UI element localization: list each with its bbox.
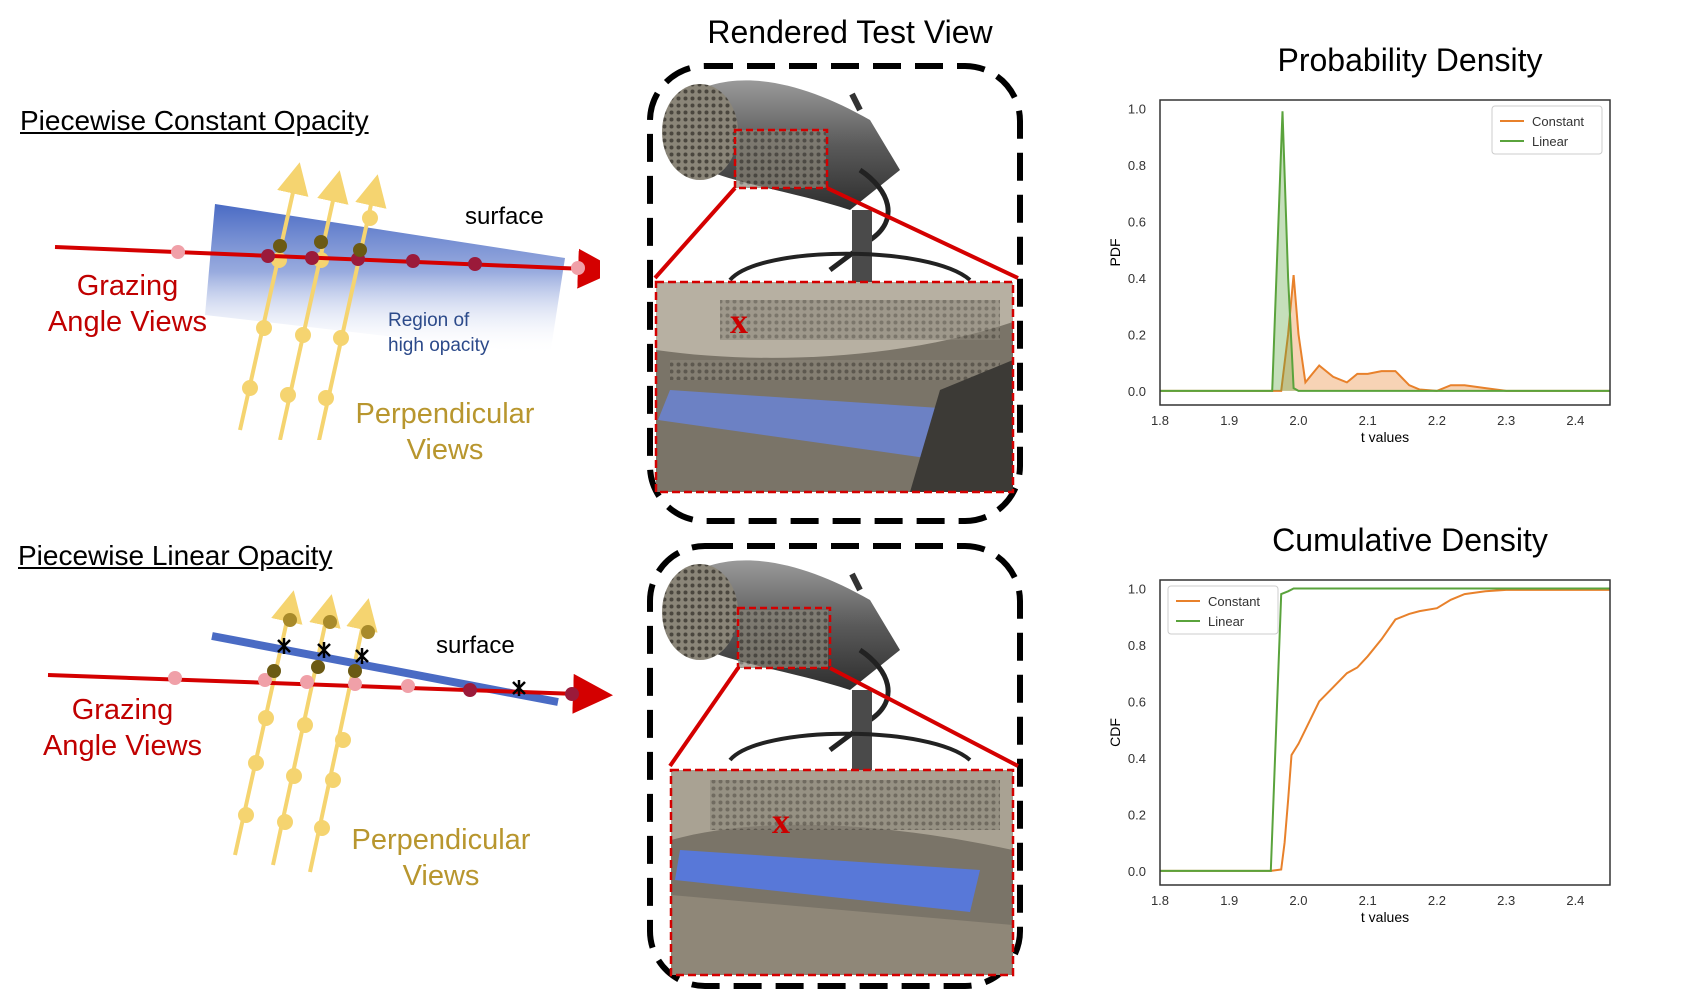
error-marker-bottom: x bbox=[772, 801, 790, 841]
perp-line1b: Perpendicular bbox=[351, 824, 531, 856]
series-line-linear bbox=[1160, 587, 1610, 872]
pdf-x-axis-label: t values bbox=[1361, 429, 1409, 445]
y-tick-label: 0.2 bbox=[1128, 807, 1146, 822]
heading-linear-opacity: Piecewise Linear Opacity bbox=[18, 540, 333, 571]
x-tick-label: 2.1 bbox=[1359, 893, 1377, 908]
perp-line1: Perpendicular bbox=[355, 398, 535, 430]
cdf-chart-title: Cumulative Density bbox=[1272, 522, 1548, 558]
y-tick-label: 0.0 bbox=[1128, 864, 1146, 879]
x-tick-label: 2.0 bbox=[1289, 413, 1307, 428]
cdf-y-axis-label: CDF bbox=[1107, 718, 1123, 747]
y-tick-label: 0.8 bbox=[1128, 638, 1146, 653]
x-tick-label: 1.9 bbox=[1220, 893, 1238, 908]
x-tick-label: 2.1 bbox=[1359, 413, 1377, 428]
series-line-linear bbox=[1160, 111, 1610, 392]
pdf-y-axis-label: PDF bbox=[1107, 239, 1123, 267]
y-tick-label: 0.6 bbox=[1128, 694, 1146, 709]
grazing-label-top: Grazing Angle Views bbox=[30, 268, 225, 340]
grazing-line1b: Grazing bbox=[71, 694, 174, 726]
x-tick-label: 2.3 bbox=[1497, 893, 1515, 908]
region-line2: high opacity bbox=[388, 335, 490, 356]
region-line1: Region of bbox=[388, 310, 470, 331]
error-marker-top: x bbox=[730, 301, 748, 341]
grazing-ray bbox=[54, 245, 600, 289]
intersection-markers bbox=[277, 638, 526, 696]
region-label: Region of high opacity bbox=[388, 308, 489, 358]
legend-label: Constant bbox=[1532, 114, 1584, 129]
diagram-constant-opacity bbox=[54, 162, 600, 440]
zoom-inset-top bbox=[656, 282, 1013, 492]
series-line-constant bbox=[1160, 275, 1610, 392]
legend-label: Constant bbox=[1208, 594, 1260, 609]
cdf-chart: 1.8 1.9 2.0 2.1 2.2 2.3 2.40.00.20.40.60.81.0 … bbox=[1107, 579, 1611, 925]
perpendicular-label-top: Perpendicular Views bbox=[340, 396, 550, 468]
zoom-box-top bbox=[733, 128, 829, 190]
microphone-render bbox=[662, 80, 972, 350]
grazing-line2b: Angle Views bbox=[42, 730, 203, 762]
grazing-line1: Grazing bbox=[76, 270, 179, 302]
heading-constant-opacity: Piecewise Constant Opacity bbox=[20, 105, 369, 136]
cdf-legend: Constant Linear bbox=[1167, 585, 1279, 635]
y-tick-label: 0.8 bbox=[1128, 158, 1146, 173]
perp-line2b: Views bbox=[402, 860, 480, 892]
x-tick-label: 2.4 bbox=[1566, 413, 1584, 428]
x-tick-label: 1.9 bbox=[1220, 413, 1238, 428]
render-panel-bottom bbox=[647, 543, 1023, 989]
x-tick-label: 1.8 bbox=[1151, 413, 1169, 428]
grazing-ray-b bbox=[47, 673, 613, 714]
grazing-line2: Angle Views bbox=[47, 306, 208, 338]
render-panel-top bbox=[647, 63, 1023, 524]
perp-line2: Views bbox=[406, 434, 484, 466]
x-tick-label: 2.0 bbox=[1289, 893, 1307, 908]
grazing-label-bottom: Grazing Angle Views bbox=[25, 692, 220, 764]
pdf-chart: 1.8 1.9 2.0 2.1 2.2 2.3 2.40.00.20.40.60.81.0 … bbox=[1107, 99, 1611, 445]
legend-label: Linear bbox=[1208, 614, 1245, 629]
y-tick-label: 0.4 bbox=[1128, 751, 1146, 766]
y-tick-label: 0.6 bbox=[1128, 214, 1146, 229]
y-tick-label: 0.0 bbox=[1128, 384, 1146, 399]
perpendicular-label-bottom: Perpendicular Views bbox=[336, 822, 546, 894]
high-opacity-region bbox=[205, 204, 565, 355]
zoom-inset-bottom bbox=[671, 770, 1013, 975]
pdf-chart-title: Probability Density bbox=[1277, 42, 1543, 78]
x-tick-label: 2.4 bbox=[1566, 893, 1584, 908]
y-tick-label: 0.2 bbox=[1128, 327, 1146, 342]
y-tick-label: 0.4 bbox=[1128, 271, 1146, 286]
series-area-constant bbox=[1160, 275, 1610, 391]
series-line-constant bbox=[1160, 588, 1610, 872]
zoom-box-bottom bbox=[736, 606, 832, 670]
surface-label-top: surface bbox=[465, 203, 544, 230]
y-tick-label: 1.0 bbox=[1128, 101, 1146, 116]
x-tick-label: 2.3 bbox=[1497, 413, 1515, 428]
pdf-legend: Constant Linear bbox=[1491, 105, 1603, 155]
rendered-view-title: Rendered Test View bbox=[707, 14, 993, 50]
cdf-x-axis-label: t values bbox=[1361, 909, 1409, 925]
surface-label-bottom: surface bbox=[436, 632, 515, 659]
x-tick-label: 2.2 bbox=[1428, 413, 1446, 428]
diagram-linear-opacity bbox=[47, 590, 613, 873]
x-tick-label: 1.8 bbox=[1151, 893, 1169, 908]
x-tick-label: 2.2 bbox=[1428, 893, 1446, 908]
legend-label: Linear bbox=[1532, 134, 1569, 149]
y-tick-label: 1.0 bbox=[1128, 581, 1146, 596]
